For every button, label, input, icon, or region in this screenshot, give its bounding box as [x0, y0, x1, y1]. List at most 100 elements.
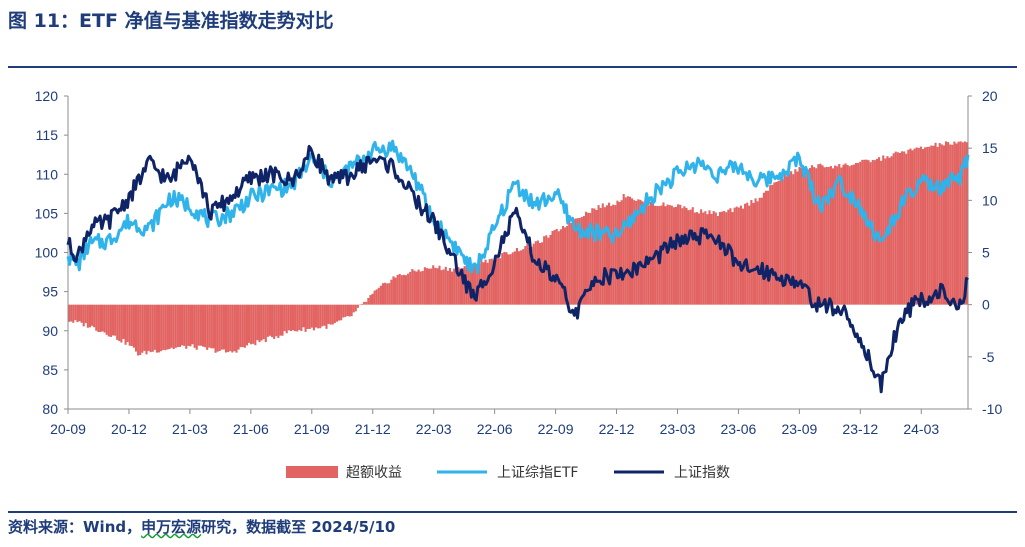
excess-bar [206, 304, 209, 350]
excess-bar [683, 206, 686, 305]
excess-bar [819, 163, 822, 305]
excess-bar [635, 200, 638, 305]
excess-bar [957, 141, 960, 305]
excess-bar [645, 199, 648, 305]
excess-bar [963, 141, 966, 305]
excess-bar [160, 304, 163, 352]
excess-bar [88, 304, 92, 328]
excess-bar [798, 166, 801, 305]
excess-bar [254, 304, 257, 346]
excess-bar [379, 285, 382, 305]
excess-bar [400, 275, 403, 305]
excess-bar [354, 304, 357, 312]
x-tick-label: 20-09 [50, 421, 86, 437]
excess-bar [578, 218, 581, 305]
excess-bar [415, 271, 418, 305]
excess-bar [584, 211, 588, 305]
excess-bar [685, 207, 688, 305]
excess-bar [677, 204, 680, 305]
excess-bar [892, 153, 895, 305]
excess-bar [340, 304, 343, 321]
excess-bar [827, 166, 830, 305]
excess-bar [811, 165, 814, 305]
excess-bar [947, 142, 950, 305]
excess-bar [197, 304, 200, 346]
excess-bar [769, 185, 772, 305]
excess-bar [951, 144, 954, 305]
y-right-tick-label: 5 [982, 245, 990, 261]
excess-bar [942, 145, 945, 305]
excess-bar [499, 258, 502, 305]
excess-bar [901, 151, 904, 305]
index-line [66, 144, 969, 394]
chart: 80 85 90 95 100 105 110 115 120 -10 -5 0 5 10 15 20 20-0… [35, 88, 1003, 481]
excess-bar [287, 304, 290, 331]
excess-bar [70, 304, 73, 322]
excess-bar [208, 304, 211, 348]
source-prefix: 资料来源：Wind， [8, 518, 142, 536]
x-tick-label: 22-06 [477, 421, 513, 437]
excess-bar [497, 254, 500, 305]
excess-bar [191, 304, 194, 345]
excess-bar [80, 304, 83, 323]
excess-bar [323, 304, 326, 326]
excess-bar [651, 204, 655, 305]
excess-bar [861, 159, 864, 305]
excess-bar [388, 283, 391, 305]
excess-bar [310, 304, 313, 328]
excess-bar [727, 209, 730, 305]
excess-bar [440, 270, 443, 305]
x-tick-label: 21-12 [355, 421, 391, 437]
excess-bar [233, 304, 236, 352]
excess-bar [266, 304, 269, 337]
excess-bar [733, 207, 736, 305]
excess-bar [438, 265, 441, 305]
excess-bar [407, 273, 410, 305]
excess-bar [105, 304, 108, 335]
excess-bar [599, 207, 602, 305]
excess-bar [210, 304, 213, 349]
excess-bar [134, 304, 138, 352]
y-right-tick-label: -5 [982, 349, 995, 365]
excess-bar [551, 230, 554, 305]
excess-bar [844, 163, 847, 305]
y-left-tick-label: 115 [36, 127, 59, 143]
excess-bar [907, 149, 910, 305]
excess-bar [137, 304, 140, 356]
excess-bar [494, 255, 498, 305]
excess-bar [854, 162, 858, 305]
excess-bar [74, 304, 77, 321]
excess-bar [490, 258, 493, 305]
excess-bar [557, 231, 560, 305]
excess-bar [181, 304, 184, 346]
excess-bar [691, 207, 694, 305]
excess-bar [681, 208, 684, 305]
excess-bar [241, 304, 244, 348]
top-rule [8, 66, 1017, 68]
excess-bar [664, 206, 667, 305]
excess-bar [741, 208, 745, 305]
excess-bar [783, 174, 786, 305]
excess-bar [76, 304, 79, 323]
excess-bar [882, 155, 885, 305]
excess-bar [777, 180, 780, 305]
excess-bar [838, 163, 841, 305]
excess-bar [381, 283, 385, 305]
tick-labels: 80 85 90 95 100 105 110 115 120 -10 -5 0 5 10 15 20 20-0… [35, 88, 1003, 437]
excess-bar [534, 241, 537, 305]
excess-bar [687, 210, 690, 305]
excess-bar [436, 268, 439, 305]
excess-bar [744, 203, 747, 305]
excess-bar [312, 304, 315, 331]
excess-bar [428, 268, 431, 305]
excess-bar [905, 153, 908, 305]
excess-bar [936, 146, 939, 305]
legend-swatch-excess [286, 466, 338, 478]
excess-bar [587, 212, 590, 305]
legend: 超额收益 上证综指ETF 上证指数 [286, 465, 730, 481]
excess-bar [785, 176, 788, 305]
excess-bar [459, 268, 462, 305]
excess-bar [250, 304, 253, 345]
excess-bar [457, 267, 460, 305]
excess-bar [928, 146, 931, 305]
